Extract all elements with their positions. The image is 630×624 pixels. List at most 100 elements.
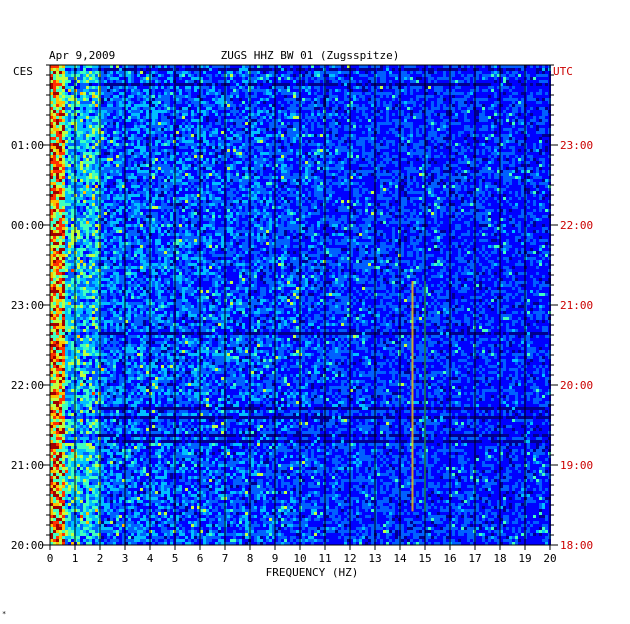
spectrogram-cell (170, 104, 173, 107)
spectrogram-cell (440, 74, 443, 77)
spectrogram-cell (92, 83, 95, 86)
spectrogram-cell (536, 137, 539, 140)
spectrogram-cell (365, 125, 368, 128)
spectrogram-cell (308, 116, 311, 119)
spectrogram-cell (170, 137, 173, 140)
spectrogram-cell (92, 152, 95, 155)
spectrogram-cell (536, 110, 539, 113)
spectrogram-cell (185, 131, 188, 134)
spectrogram-cell (218, 110, 221, 113)
spectrogram-cell (143, 92, 146, 95)
spectrogram-cell (515, 113, 518, 116)
spectrogram-cell (86, 89, 89, 92)
spectrogram-cell (170, 146, 173, 149)
spectrogram-cell (377, 77, 380, 80)
spectrogram-cell (506, 143, 509, 146)
spectrogram-cell (77, 110, 80, 113)
spectrogram-cell (146, 74, 149, 77)
spectrogram-cell (266, 125, 269, 128)
spectrogram-cell (485, 146, 488, 149)
spectrogram-cell (128, 128, 131, 131)
spectrogram-cell (407, 116, 410, 119)
spectrogram-cell (62, 134, 65, 137)
spectrogram-cell (320, 98, 323, 101)
spectrogram-cell (59, 125, 62, 128)
spectrogram-cell (158, 131, 161, 134)
spectrogram-cell (455, 107, 458, 110)
spectrogram-cell (446, 131, 449, 134)
spectrogram-cell (119, 131, 122, 134)
spectrogram-cell (380, 83, 383, 86)
spectrogram-cell (371, 119, 374, 122)
spectrogram-cell (56, 143, 59, 146)
spectrogram-cell (317, 131, 320, 134)
spectrogram-cell (320, 110, 323, 113)
spectrogram-cell (101, 83, 104, 86)
spectrogram-cell (194, 134, 197, 137)
spectrogram-cell (416, 101, 419, 104)
spectrogram-cell (434, 131, 437, 134)
spectrogram-cell (137, 125, 140, 128)
spectrogram-cell (233, 86, 236, 89)
spectrogram-cell (206, 77, 209, 80)
spectrogram-cell (314, 140, 317, 143)
spectrogram-cell (509, 146, 512, 149)
spectrogram-cell (371, 125, 374, 128)
spectrogram-cell (320, 134, 323, 137)
spectrogram-cell (191, 77, 194, 80)
spectrogram-cell (233, 134, 236, 137)
spectrogram-cell (209, 86, 212, 89)
spectrogram-cell (89, 131, 92, 134)
spectrogram-cell (416, 98, 419, 101)
spectrogram-cell (92, 149, 95, 152)
spectrogram-cell (419, 83, 422, 86)
spectrogram-cell (137, 116, 140, 119)
spectrogram-cell (89, 110, 92, 113)
spectrogram-cell (104, 113, 107, 116)
spectrogram-cell (428, 125, 431, 128)
spectrogram-cell (509, 116, 512, 119)
spectrogram-cell (380, 80, 383, 83)
spectrogram-cell (395, 80, 398, 83)
spectrogram-cell (464, 140, 467, 143)
spectrogram-cell (296, 128, 299, 131)
spectrogram-cell (443, 86, 446, 89)
spectrogram-cell (179, 107, 182, 110)
spectrogram-cell (371, 74, 374, 77)
spectrogram-cell (491, 119, 494, 122)
spectrogram-cell (467, 146, 470, 149)
spectrogram-cell (371, 122, 374, 125)
spectrogram-cell (296, 131, 299, 134)
spectrogram-cell (482, 113, 485, 116)
spectrogram-cell (506, 74, 509, 77)
spectrogram-cell (530, 122, 533, 125)
spectrogram-cell (392, 101, 395, 104)
spectrogram-cell (329, 128, 332, 131)
spectrogram-cell (446, 128, 449, 131)
spectrogram-cell (104, 149, 107, 152)
spectrogram-cell (263, 119, 266, 122)
spectrogram-cell (77, 92, 80, 95)
spectrogram-cell (305, 83, 308, 86)
spectrogram-cell (371, 149, 374, 152)
spectrogram-cell (266, 74, 269, 77)
spectrogram-cell (179, 119, 182, 122)
spectrogram-cell (359, 113, 362, 116)
spectrogram-cell (290, 107, 293, 110)
spectrogram-cell (332, 146, 335, 149)
spectrogram-cell (488, 131, 491, 134)
spectrogram-cell (440, 110, 443, 113)
spectrogram-cell (428, 149, 431, 152)
spectrogram-cell (440, 68, 443, 71)
spectrogram-cell (389, 74, 392, 77)
spectrogram-cell (170, 101, 173, 104)
spectrogram-cell (242, 80, 245, 83)
spectrogram-cell (491, 134, 494, 137)
spectrogram-cell (416, 83, 419, 86)
spectrogram-cell (182, 125, 185, 128)
spectrogram-cell (155, 80, 158, 83)
spectrogram-cell (155, 146, 158, 149)
spectrogram-cell (494, 116, 497, 119)
spectrogram-cell (230, 113, 233, 116)
spectrogram-cell (68, 83, 71, 86)
